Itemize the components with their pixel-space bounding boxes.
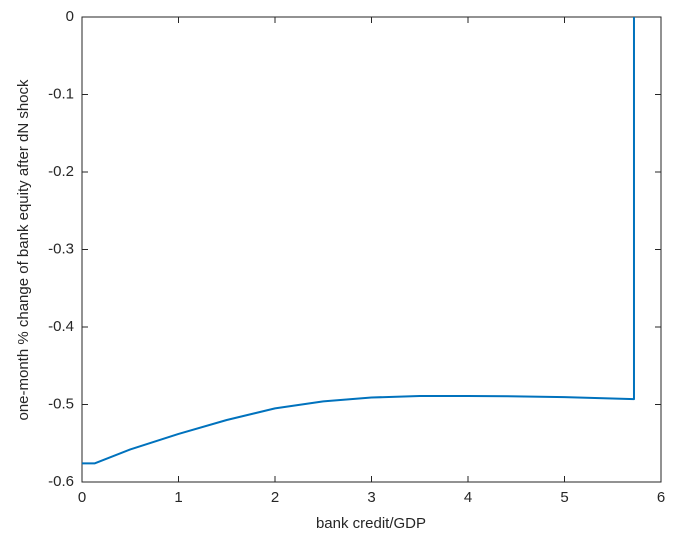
x-tick-label: 0 (78, 489, 86, 506)
y-tick-label: -0.1 (48, 85, 74, 102)
x-tick-label: 4 (464, 489, 472, 506)
data-line (82, 17, 635, 465)
y-tick-label: -0.2 (48, 163, 74, 180)
x-axis-label: bank credit/GDP (316, 515, 426, 532)
x-tick-label: 5 (560, 489, 568, 506)
x-tick-label: 6 (657, 489, 665, 506)
x-tick-label: 1 (174, 489, 182, 506)
y-tick-label: 0 (66, 8, 74, 25)
x-tick-label: 3 (367, 489, 375, 506)
x-tick-label: 2 (271, 489, 279, 506)
y-tick-label: -0.6 (48, 473, 74, 490)
y-axis-label: one-month % change of bank equity after … (15, 79, 32, 421)
y-tick-label: -0.3 (48, 240, 74, 257)
y-tick-label: -0.4 (48, 318, 74, 335)
plot-frame (81, 16, 662, 483)
y-tick-label: -0.5 (48, 395, 74, 412)
